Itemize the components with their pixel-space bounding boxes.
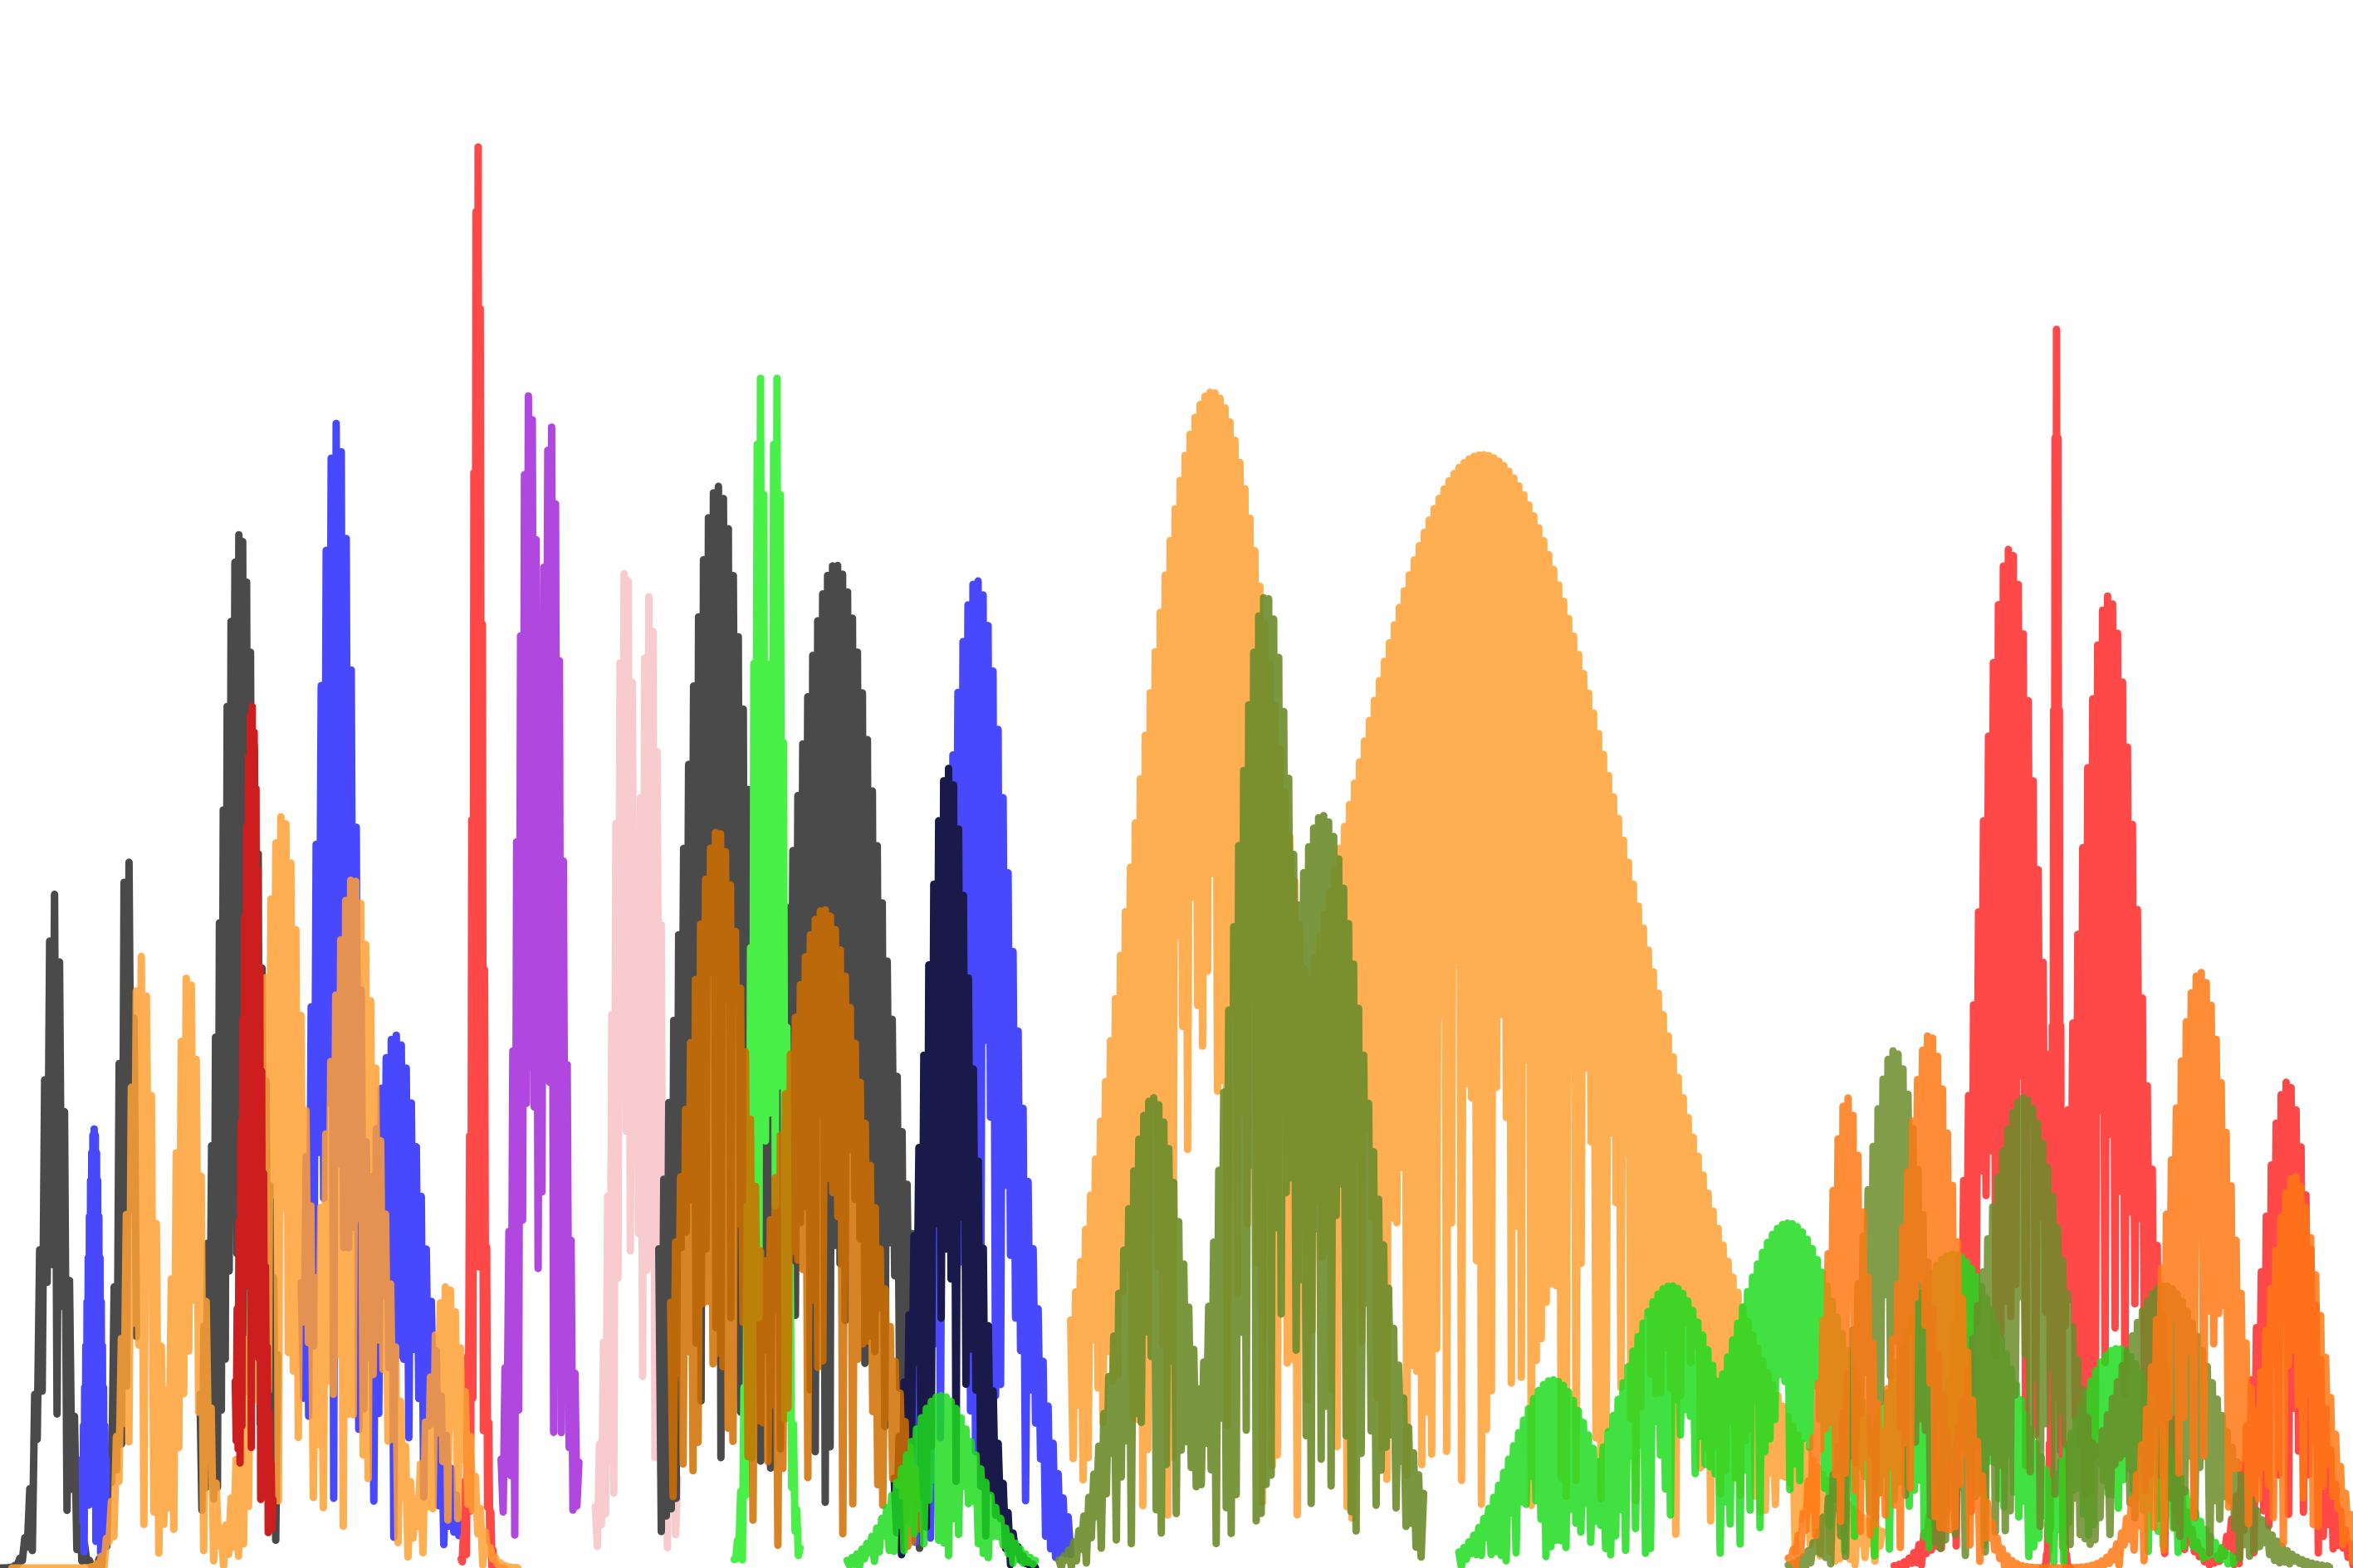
series-line-22 [1784,1047,2334,1568]
series-line-14 [667,828,922,1551]
series-line-5 [457,143,507,1568]
series-line-1 [0,858,140,1568]
series-line-6 [497,392,583,1539]
series-layer [0,143,2353,1568]
series-line-3 [78,1125,110,1557]
series-line-19 [1054,593,1428,1568]
series-line-20 [843,1391,1040,1568]
series-line-15 [231,702,277,1536]
